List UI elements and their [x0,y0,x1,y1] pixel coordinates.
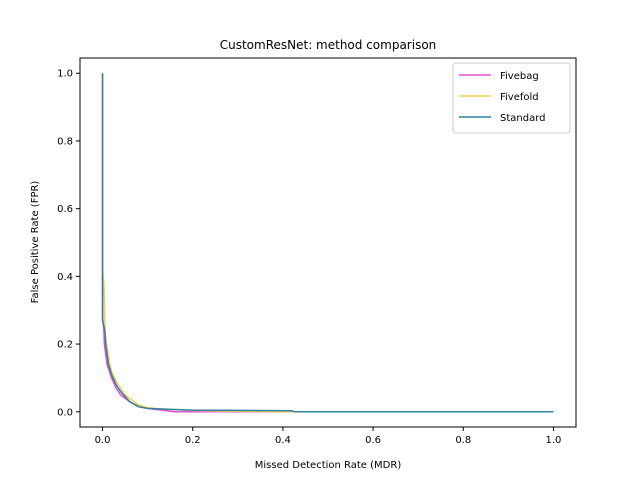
chart-title: CustomResNet: method comparison [220,38,437,52]
y-tick-label: 0.8 [57,136,73,147]
x-axis: 0.0 0.2 0.4 0.6 0.8 1.0 [95,427,562,446]
legend-label-standard: Standard [500,113,546,124]
x-tick-label: 0.4 [275,435,291,446]
y-axis-label: False Positive Rate (FPR) [30,181,41,304]
y-tick-label: 1.0 [57,69,73,80]
y-tick-label: 0.4 [57,272,73,283]
legend-label-fivebag: Fivebag [500,71,539,82]
x-tick-label: 0.8 [455,435,471,446]
x-tick-label: 0.0 [95,435,111,446]
x-tick-label: 0.2 [185,435,201,446]
y-tick-label: 0.6 [57,204,73,215]
legend-label-fivefold: Fivefold [500,92,539,103]
y-tick-label: 0.0 [57,407,73,418]
y-tick-label: 0.2 [57,340,73,351]
series-layer [101,73,554,413]
plot-frame [79,57,577,428]
legend: Fivebag Fivefold Standard [452,62,571,134]
x-axis-label: Missed Detection Rate (MDR) [255,460,402,471]
x-tick-label: 1.0 [546,435,562,446]
legend-box [452,62,571,134]
series-line-standard [101,73,554,413]
y-axis: 0.0 0.2 0.4 0.6 0.8 1.0 [57,69,80,418]
x-tick-label: 0.6 [365,435,381,446]
